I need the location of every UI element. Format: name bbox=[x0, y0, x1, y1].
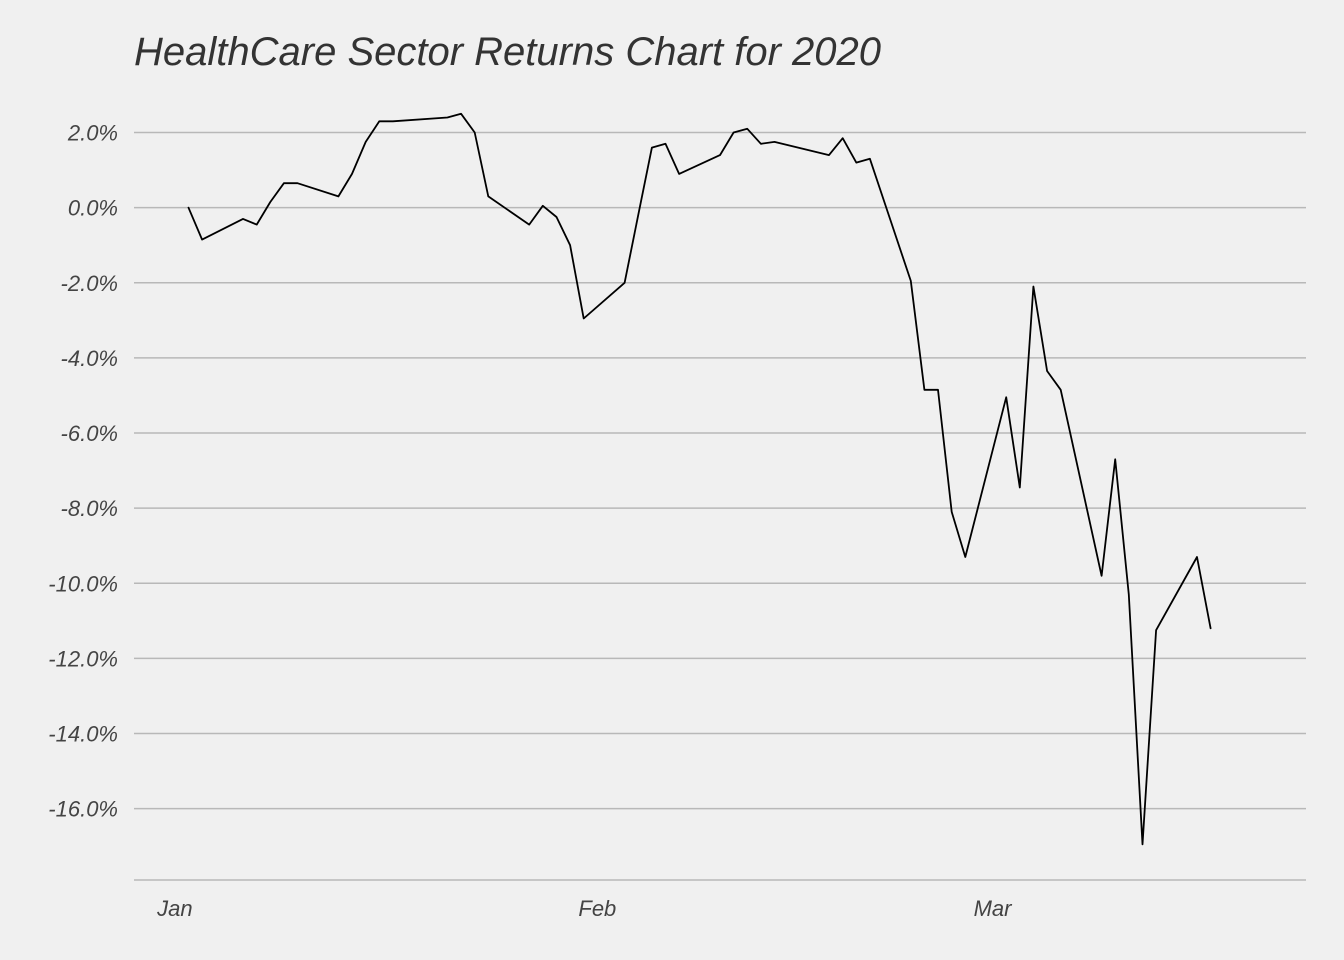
y-tick-label: -8.0% bbox=[61, 496, 118, 521]
y-tick-label: 0.0% bbox=[68, 196, 118, 221]
y-tick-label: -4.0% bbox=[61, 346, 118, 371]
y-axis-ticks: 2.0% 0.0% -2.0% -4.0% -6.0% -8.0% -10.0% -12.0%… bbox=[48, 121, 118, 822]
x-axis-ticks: Jan Feb Mar bbox=[156, 896, 1013, 921]
y-tick-label: -10.0% bbox=[48, 571, 118, 596]
y-tick-label: 2.0% bbox=[67, 121, 118, 146]
x-tick-label: Feb bbox=[578, 896, 616, 921]
y-tick-label: -2.0% bbox=[61, 271, 118, 296]
gridlines bbox=[134, 131, 1306, 810]
y-tick-label: -6.0% bbox=[61, 421, 118, 446]
y-tick-label: -16.0% bbox=[48, 797, 118, 822]
x-tick-label: Jan bbox=[156, 896, 192, 921]
y-tick-label: -12.0% bbox=[48, 646, 118, 671]
x-tick-label: Mar bbox=[974, 896, 1014, 921]
chart-title: HealthCare Sector Returns Chart for 2020 bbox=[134, 30, 882, 74]
series-layer bbox=[187, 112, 1212, 846]
series-line bbox=[187, 112, 1212, 846]
y-tick-label: -14.0% bbox=[48, 722, 118, 747]
